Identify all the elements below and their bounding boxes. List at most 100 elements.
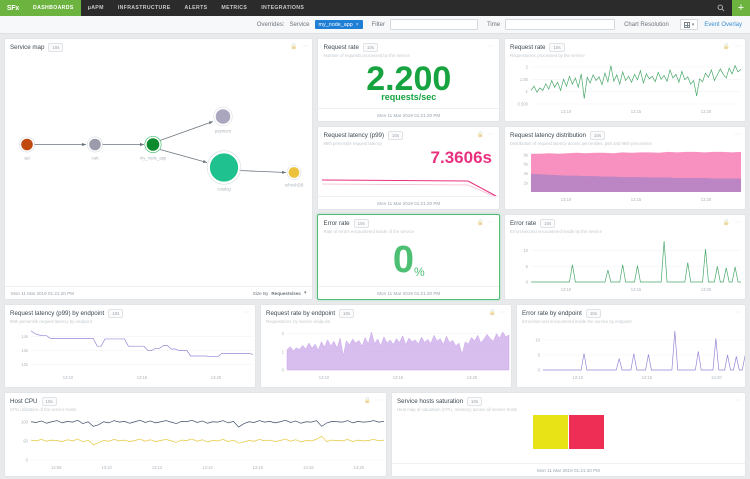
more-options-icon[interactable]: ⋯ [734, 44, 740, 51]
multi-line-chart[interactable]: 100 50 0 13:08 13:10 13:12 13:14 13:16 13:18 13:2… [5, 412, 387, 472]
panel-actions[interactable]: 🔒 ⋯ [290, 44, 307, 50]
nav-item-infrastructure[interactable]: INFRASTRUCTURE [117, 5, 171, 11]
heatmap-grid[interactable] [392, 412, 745, 452]
svg-text:0: 0 [26, 457, 29, 462]
panel-actions[interactable]: 🔒 ⋯ [364, 398, 381, 404]
search-icon[interactable] [710, 0, 732, 16]
error-rate-chart-header: Error rate 10s 🔒 ⋯ [505, 215, 745, 228]
more-options-icon[interactable]: ⋯ [734, 220, 740, 227]
panel-actions[interactable]: ⋯ [734, 398, 740, 404]
line-chart[interactable]: 14s 13s 12s 13:10 13:15 13:20 [5, 324, 256, 382]
more-options-icon[interactable]: ⋯ [734, 132, 740, 139]
line-chart[interactable]: 10 5 0 13:10 13:15 13:20 [517, 324, 746, 382]
more-options-icon[interactable]: ⋯ [500, 310, 506, 317]
panel-title: Host CPU [10, 397, 38, 405]
svg-text:13:10: 13:10 [101, 465, 112, 470]
panel-actions[interactable]: 🔒 ⋯ [489, 310, 506, 316]
panel-rate-by-endpoint[interactable]: Request rate by endpoint 10s 🔒 ⋯ Request… [260, 304, 512, 388]
more-options-icon[interactable]: ⋯ [375, 398, 381, 405]
panel-request-rate-value[interactable]: Request rate 10s ⋯ Number of requests pr… [317, 38, 500, 122]
heatmap-cell[interactable] [569, 414, 604, 449]
panel-error-rate-chart[interactable]: Error rate 10s 🔒 ⋯ Errors/second encount… [504, 214, 746, 300]
more-options-icon[interactable]: ⋯ [301, 44, 308, 51]
panel-title: Service map [10, 43, 45, 51]
lock-icon[interactable]: 🔒 [722, 44, 730, 51]
panel-subtitle: Requests/sec processed by the service [510, 52, 585, 58]
dashboard-grid: Service map 10s 🔒 ⋯ [0, 34, 750, 479]
panel-latency-by-endpoint[interactable]: Request latency (p99) by endpoint 10s ⋯ … [4, 304, 256, 388]
nav-item-integrations[interactable]: INTEGRATIONS [261, 5, 305, 11]
panel-actions[interactable]: 🔒 ⋯ [723, 44, 740, 50]
filter-input[interactable] [389, 19, 478, 30]
nav-item-metrics[interactable]: METRICS [221, 5, 248, 11]
latency-by-endpoint-header: Request latency (p99) by endpoint 10s ⋯ [5, 305, 255, 318]
panel-actions[interactable]: 🔒 ⋯ [723, 220, 740, 226]
panel-host-cpu[interactable]: Host CPU 10s 🔒 ⋯ CPU utilization of the … [4, 392, 387, 477]
more-options-icon[interactable]: ⋯ [488, 220, 494, 227]
more-options-icon[interactable]: ⋯ [734, 398, 740, 405]
nav-item-apm[interactable]: μAPM [87, 5, 104, 11]
service-filter-chip[interactable]: my_node_app × [314, 20, 363, 29]
svg-text:13s: 13s [21, 348, 28, 353]
lock-icon[interactable]: 🔒 [363, 398, 371, 405]
add-icon[interactable]: + [732, 0, 750, 16]
panel-service-map[interactable]: Service map 10s 🔒 ⋯ [4, 38, 314, 300]
lock-icon[interactable]: 🔒 [722, 220, 730, 227]
metric-unit: requests/sec [381, 92, 437, 103]
lock-icon[interactable]: 🔒 [476, 132, 484, 139]
line-chart[interactable]: 10 5 0 13:10 13:15 13:20 [505, 234, 745, 294]
panel-hosts-saturation[interactable]: Service hosts saturation 10s ⋯ Heat map … [391, 392, 746, 477]
panel-actions[interactable]: 🔒 ⋯ [477, 220, 494, 226]
more-options-icon[interactable]: ⋯ [734, 310, 740, 317]
chevron-down-icon: ▾ [691, 21, 695, 28]
panel-actions[interactable]: ⋯ [488, 44, 494, 50]
svg-text:0.500: 0.500 [518, 101, 529, 106]
svg-text:0: 0 [538, 367, 541, 372]
node-catalog-label: catalog [217, 186, 231, 191]
area-chart[interactable]: 2 1 0 13:10 13:15 13:20 [261, 324, 512, 382]
line-chart[interactable]: 2 1.50 1 0.500 13:10 13:15 13:20 [505, 58, 745, 116]
more-options-icon[interactable]: ⋯ [244, 310, 250, 317]
nav-item-alerts[interactable]: ALERTS [184, 5, 208, 11]
panel-error-rate-value[interactable]: Error rate 10s 🔒 ⋯ Rate of errors encoun… [317, 214, 500, 300]
heatmap-cell[interactable] [533, 414, 568, 449]
panel-request-latency-distribution[interactable]: Request latency distribution 10s ⋯ Distr… [504, 126, 746, 210]
lock-icon[interactable]: 🔒 [488, 310, 496, 317]
more-options-icon[interactable]: ⋯ [488, 132, 494, 139]
metric-value: 0 [392, 238, 414, 281]
time-input[interactable] [505, 19, 616, 30]
dashboard-column-right: Request rate 10s 🔒 ⋯ Requests/sec proces… [504, 38, 746, 300]
chevron-down-icon[interactable]: ▾ [303, 290, 307, 296]
node-my-node-app[interactable] [145, 136, 161, 152]
node-payment[interactable] [214, 107, 232, 125]
panel-title: Request rate [323, 43, 359, 51]
chart-resolution-select[interactable]: ▾ [679, 19, 699, 30]
size-by-control[interactable]: Size By Requests/sec ▾ [253, 290, 307, 296]
event-overlay-link[interactable]: Event Overlay [704, 21, 742, 28]
lock-icon[interactable]: 🔒 [476, 220, 484, 227]
panel-request-latency-value[interactable]: Request latency (p99) 10s 🔒 ⋯ 99th perce… [317, 126, 500, 210]
panel-footer: Mon 11 Mar 2019 01:21:20 PM [318, 286, 499, 299]
app-logo[interactable]: SFx [0, 0, 26, 16]
panel-subtitle: Heat map of saturation (CPU, memory) acr… [397, 406, 518, 412]
panel-subtitle: Errors/second encountered inside by the … [510, 228, 602, 234]
nav-item-dashboards[interactable]: DASHBOARDS [26, 0, 81, 16]
area-chart[interactable]: 8s 6s 4s 2s 13:10 13:15 13:20 [505, 146, 745, 204]
panel-actions[interactable]: 🔒 ⋯ [477, 132, 494, 138]
node-catalog[interactable] [208, 151, 240, 184]
service-map-graph[interactable]: api cart my_node_app payment catalog ref… [5, 52, 313, 277]
node-refreshdb[interactable] [287, 165, 301, 179]
panel-request-rate-chart[interactable]: Request rate 10s 🔒 ⋯ Requests/sec proces… [504, 38, 746, 122]
panel-actions[interactable]: ⋯ [734, 132, 740, 138]
host-cpu-header: Host CPU 10s 🔒 ⋯ [5, 393, 386, 406]
panel-errors-by-endpoint[interactable]: Error rate by endpoint 10s ⋯ Errors/seco… [516, 304, 746, 388]
node-api-ring [19, 136, 35, 153]
close-icon[interactable]: × [355, 21, 359, 28]
lock-icon[interactable]: 🔒 [290, 44, 298, 51]
node-refreshdb-label: refreshDB [285, 182, 304, 187]
more-options-icon[interactable]: ⋯ [488, 44, 494, 51]
node-api[interactable] [19, 137, 35, 152]
panel-actions[interactable]: ⋯ [734, 310, 740, 316]
node-cart[interactable] [87, 137, 103, 152]
panel-actions[interactable]: ⋯ [244, 310, 250, 316]
